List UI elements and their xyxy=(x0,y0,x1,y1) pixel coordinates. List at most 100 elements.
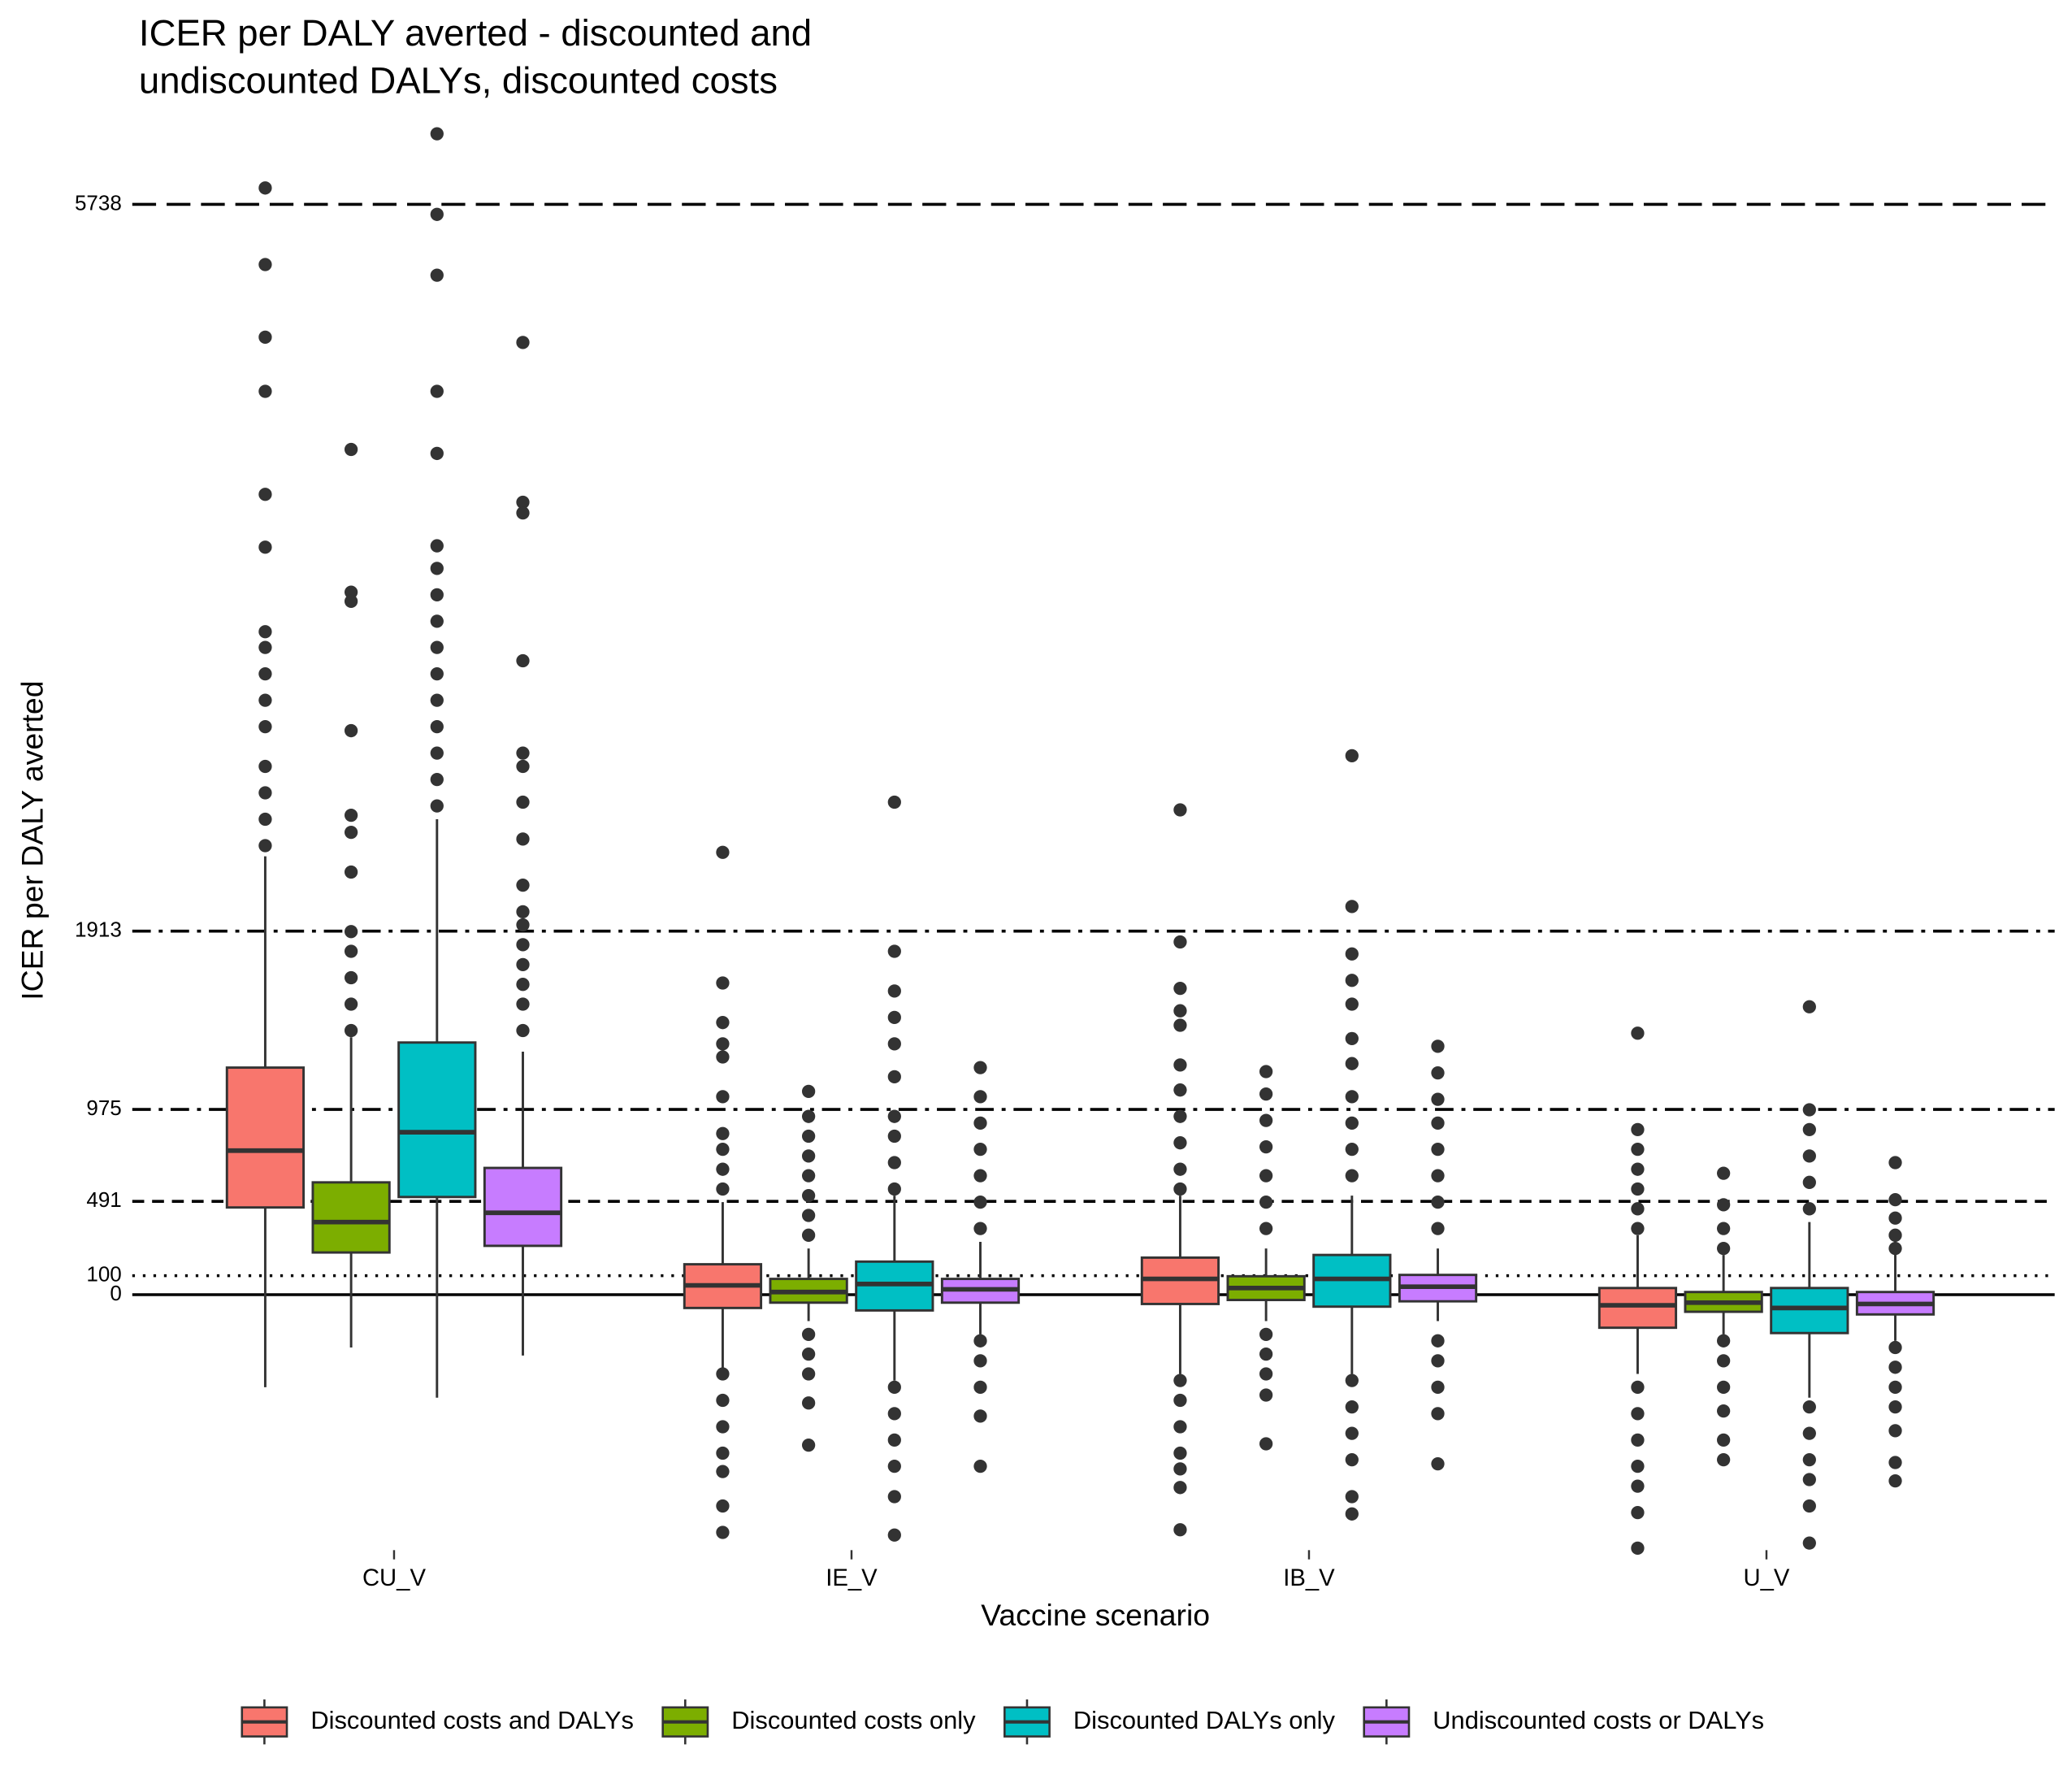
outlier xyxy=(716,1050,730,1064)
outlier xyxy=(258,839,272,853)
outlier xyxy=(1802,1122,1816,1136)
outlier xyxy=(1345,947,1359,961)
outlier xyxy=(1802,1000,1816,1013)
y-tick-label: 1913 xyxy=(75,918,122,942)
outlier xyxy=(344,826,358,840)
outlier xyxy=(1431,1143,1445,1157)
outlier xyxy=(1259,1087,1273,1101)
outlier xyxy=(258,693,272,707)
outlier xyxy=(430,384,444,398)
outlier xyxy=(716,1016,730,1030)
outlier xyxy=(801,1129,816,1144)
outlier xyxy=(1173,1523,1187,1537)
outlier xyxy=(1888,1192,1902,1207)
outlier xyxy=(801,1169,816,1183)
outlier xyxy=(801,1149,816,1163)
outlier xyxy=(258,786,272,800)
outlier xyxy=(258,667,272,681)
outlier xyxy=(801,1367,816,1381)
outlier xyxy=(887,1490,901,1504)
outlier xyxy=(1345,1490,1359,1504)
outlier xyxy=(430,614,444,628)
outlier xyxy=(1802,1499,1816,1513)
outlier xyxy=(1173,1393,1187,1408)
outlier xyxy=(1259,1065,1273,1078)
outlier xyxy=(344,944,358,958)
outlier xyxy=(1631,1202,1645,1216)
outlier xyxy=(973,1380,987,1394)
box xyxy=(397,1041,477,1199)
chart-title: ICER per DALY averted - discounted and un… xyxy=(139,12,812,102)
outlier xyxy=(1631,1122,1645,1136)
outlier xyxy=(1431,1456,1445,1471)
outlier xyxy=(1631,1182,1645,1196)
outlier xyxy=(1431,1092,1445,1106)
outlier xyxy=(887,1528,901,1542)
outlier xyxy=(430,446,444,461)
outlier xyxy=(1345,997,1359,1011)
outlier xyxy=(344,442,358,457)
outlier xyxy=(1345,1169,1359,1183)
outlier xyxy=(344,1023,358,1038)
box xyxy=(1770,1287,1849,1334)
outlier xyxy=(973,1409,987,1423)
outlier xyxy=(258,759,272,774)
y-tick-label: 5738 xyxy=(75,190,122,215)
outlier xyxy=(1717,1334,1731,1348)
outlier xyxy=(430,746,444,760)
outlier xyxy=(1173,1083,1187,1097)
outlier xyxy=(430,268,444,282)
outlier xyxy=(801,1209,816,1222)
outlier xyxy=(1802,1149,1816,1163)
outlier xyxy=(1259,1367,1273,1381)
outlier xyxy=(716,1420,730,1434)
outlier xyxy=(716,1126,730,1140)
outlier xyxy=(516,978,530,992)
outlier xyxy=(1717,1166,1731,1180)
outlier xyxy=(516,879,530,892)
outlier xyxy=(887,984,901,998)
outlier xyxy=(430,693,444,707)
outlier xyxy=(716,1367,730,1381)
outlier xyxy=(716,1465,730,1478)
outlier xyxy=(1717,1453,1731,1467)
outlier xyxy=(801,1439,816,1452)
outlier xyxy=(716,1162,730,1176)
outlier xyxy=(258,540,272,554)
outlier xyxy=(1345,1143,1359,1157)
box xyxy=(225,1066,306,1209)
outlier xyxy=(430,773,444,787)
outlier xyxy=(1173,1136,1187,1150)
outlier xyxy=(1717,1354,1731,1368)
outlier xyxy=(801,1228,816,1242)
outlier xyxy=(1345,1031,1359,1045)
outlier xyxy=(258,640,272,654)
x-tick-label: U_V xyxy=(1744,1565,1790,1591)
outlier xyxy=(1631,1479,1645,1493)
outlier xyxy=(1888,1228,1902,1242)
outlier xyxy=(1173,1446,1187,1460)
outlier xyxy=(516,759,530,774)
outlier xyxy=(1259,1222,1273,1235)
outlier xyxy=(516,918,530,932)
outlier xyxy=(1717,1198,1731,1212)
outlier xyxy=(887,1070,901,1083)
outlier xyxy=(1173,1420,1187,1434)
outlier xyxy=(801,1396,816,1410)
outlier xyxy=(1259,1169,1273,1183)
outlier xyxy=(973,1354,987,1368)
outlier xyxy=(1173,1374,1187,1387)
outlier xyxy=(1717,1404,1731,1418)
legend-label: Discounted DALYs only xyxy=(1073,1706,1336,1734)
y-tick-label: 491 xyxy=(86,1187,121,1212)
outlier xyxy=(1888,1361,1902,1374)
y-axis-title: ICER per DALY averted xyxy=(15,680,49,1000)
outlier xyxy=(1345,1426,1359,1440)
outlier xyxy=(887,1407,901,1421)
outlier xyxy=(516,997,530,1011)
outlier xyxy=(887,1380,901,1394)
outlier xyxy=(344,997,358,1011)
outlier xyxy=(1802,1536,1816,1550)
